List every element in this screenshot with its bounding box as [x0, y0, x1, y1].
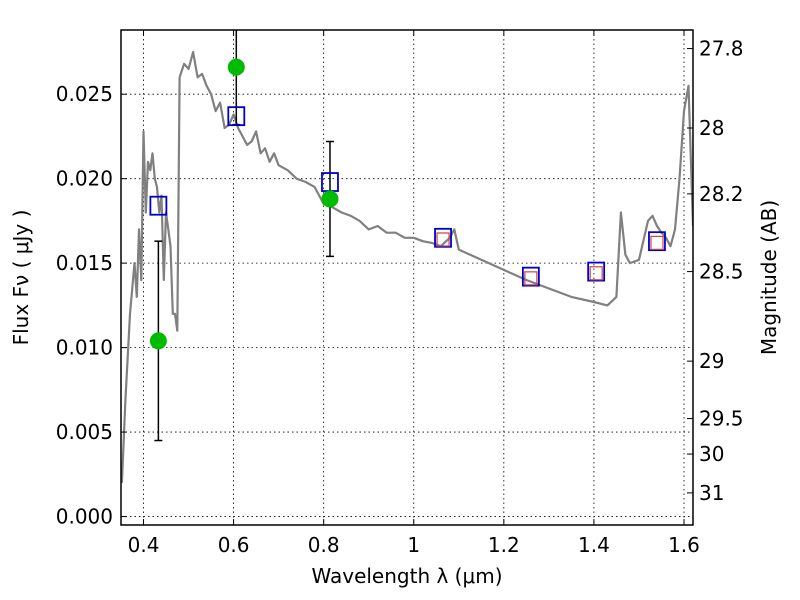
- observed-photometry: [149, 58, 339, 350]
- x-axis-label: Wavelength λ (μm): [311, 564, 502, 588]
- model-box: [227, 106, 246, 127]
- model-inner-box: [436, 232, 450, 247]
- ticks: 0.4 0.6 0.8 1 1.2 1.4 1.6 0.000 0.005 0.010 0.015 0…: [56, 30, 744, 557]
- y-axis-label: Flux Fν ( μJy ): [9, 210, 33, 346]
- x-tick-label: 0.4: [128, 533, 160, 557]
- x-tick-label: 1.6: [668, 533, 700, 557]
- right-tick-label: 27.8: [699, 37, 744, 61]
- right-tick-label: 28: [699, 116, 724, 140]
- template-spectrum: [121, 50, 693, 483]
- y-tick-label: 0.000: [56, 505, 113, 529]
- model-inner-box: [589, 266, 603, 281]
- model-photometry: [149, 106, 666, 287]
- right-tick-label: 29: [699, 349, 724, 373]
- right-tick-label: 31: [699, 481, 724, 505]
- template-line: [121, 50, 693, 483]
- x-tick-label: 1.2: [488, 533, 520, 557]
- right-tick-label: 28.5: [699, 260, 744, 284]
- plot-frame: [120, 29, 694, 526]
- y-tick-label: 0.010: [56, 336, 113, 360]
- right-tick-label: 29.5: [699, 407, 744, 431]
- x-tick-label: 0.8: [308, 533, 340, 557]
- y-tick-label: 0.020: [56, 167, 113, 191]
- model-inner-box: [650, 235, 664, 250]
- right-tick-label: 28.2: [699, 182, 744, 206]
- model-box: [648, 231, 666, 252]
- y-tick-label: 0.005: [56, 420, 113, 444]
- model-box: [587, 261, 606, 282]
- model-box: [521, 266, 540, 287]
- x-tick-label: 1.4: [578, 533, 610, 557]
- x-tick-label: 0.6: [218, 533, 250, 557]
- observed-point: [149, 332, 167, 350]
- right-tick-label: 30: [699, 442, 724, 466]
- model-box: [149, 195, 168, 216]
- model-box: [434, 227, 452, 248]
- x-tick-label: 1: [407, 533, 420, 557]
- y-tick-label: 0.015: [56, 251, 113, 275]
- right-axis-label: Magnitude (AB): [757, 200, 781, 355]
- grid: [121, 30, 693, 525]
- observed-point: [321, 190, 339, 208]
- observed-point: [227, 58, 245, 76]
- y-tick-label: 0.025: [56, 82, 113, 106]
- model-inner-box: [524, 271, 538, 286]
